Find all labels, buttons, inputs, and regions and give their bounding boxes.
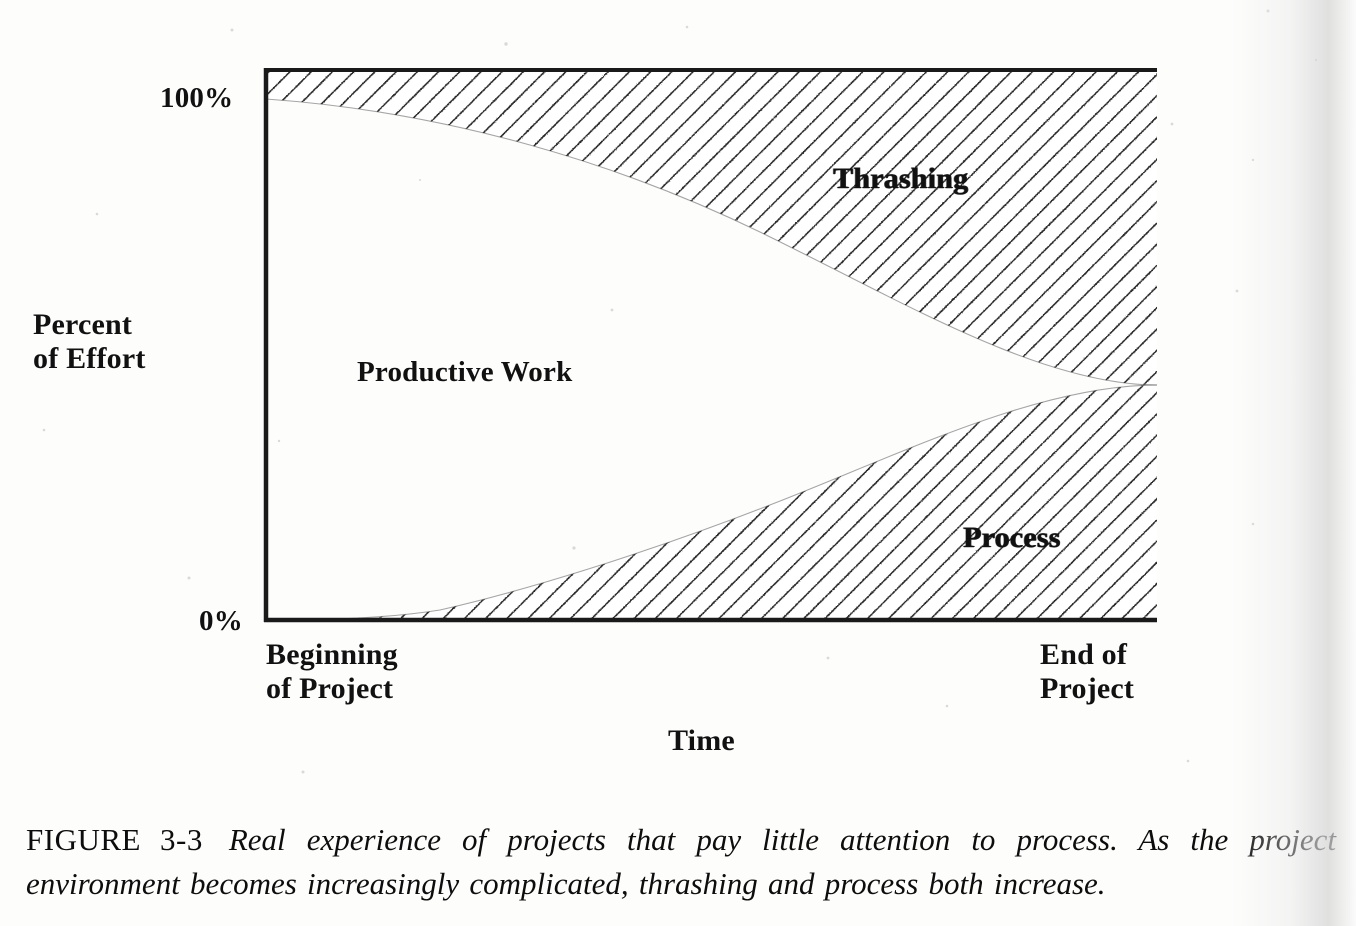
y-tick-label-0: 0% <box>199 605 243 637</box>
x-tick-end-line1: End of <box>1040 638 1128 671</box>
y-axis-title-line2: of Effort <box>33 341 146 375</box>
figure-chart: 100% 0% Percent of Effort Productive Work… <box>33 68 1158 757</box>
x-tick-label-end: End of Project <box>1040 638 1134 705</box>
y-axis-title-line1: Percent <box>33 308 133 341</box>
area-label-productive-work: Productive Work <box>357 356 573 388</box>
x-tick-label-beginning: Beginning of Project <box>266 638 398 705</box>
x-tick-beginning-line2: of Project <box>266 671 394 705</box>
chart-canvas <box>263 68 1158 623</box>
figure-caption-text: Real experience of projects that pay lit… <box>26 822 1336 902</box>
thrashing-boundary <box>265 98 1158 386</box>
area-thrashing <box>266 70 1157 385</box>
area-process <box>266 385 1157 620</box>
y-tick-label-100: 100% <box>160 82 234 114</box>
figure-caption: FIGURE 3-3 Real experience of projects th… <box>26 818 1336 906</box>
figure-number: FIGURE 3-3 <box>26 822 203 857</box>
area-label-thrashing: Thrashing <box>833 162 969 195</box>
area-label-process: Process <box>963 521 1061 554</box>
x-tick-end-line2: Project <box>1040 671 1135 705</box>
y-axis-title: Percent of Effort <box>33 308 146 375</box>
x-tick-beginning-line1: Beginning <box>266 638 398 671</box>
process-boundary <box>265 384 1158 621</box>
x-axis-title: Time <box>668 724 735 757</box>
